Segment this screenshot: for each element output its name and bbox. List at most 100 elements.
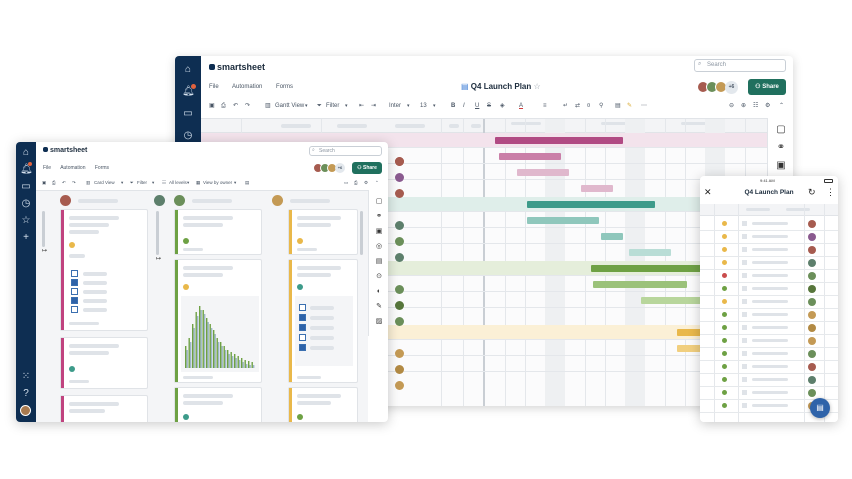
more-icon[interactable]: ⋯ — [641, 103, 647, 109]
summary-icon[interactable]: ◐ — [376, 288, 382, 295]
more-icon[interactable]: ⋮ — [826, 187, 835, 197]
extra-collaborators-badge[interactable]: +6 — [335, 163, 345, 173]
gantt-bar[interactable] — [677, 345, 701, 352]
strikethrough-icon[interactable]: S — [487, 103, 492, 109]
print-icon[interactable]: ⎙ — [52, 180, 56, 185]
gantt-bar[interactable] — [629, 249, 671, 256]
attachment-icon[interactable]: ▤ — [375, 258, 383, 265]
text-color-icon[interactable]: A — [519, 103, 524, 109]
bell-icon[interactable]: 🔔︎ — [20, 164, 33, 175]
plus-icon[interactable]: + — [23, 232, 29, 243]
row-checkbox[interactable] — [742, 234, 747, 239]
zoom-in-icon[interactable]: ⊕ — [741, 103, 747, 109]
link-icon[interactable]: ⚭ — [776, 142, 786, 153]
settings-icon[interactable]: ⚙ — [364, 180, 369, 185]
viewby-selector[interactable]: View by owner — [203, 180, 233, 185]
phone-list-row[interactable] — [700, 296, 838, 309]
checkbox[interactable] — [71, 279, 78, 286]
phone-list-row[interactable] — [700, 218, 838, 231]
row-checkbox[interactable] — [742, 403, 747, 408]
refresh-icon[interactable]: ↻ — [808, 187, 816, 197]
image-icon[interactable]: ▨ — [375, 318, 383, 325]
checkbox[interactable] — [299, 314, 306, 321]
filter-button[interactable]: Filter — [137, 180, 147, 185]
row-checkbox[interactable] — [742, 312, 747, 317]
board-card[interactable] — [288, 209, 358, 255]
gantt-bar[interactable] — [581, 185, 613, 192]
row-checkbox[interactable] — [742, 364, 747, 369]
star-icon[interactable]: ☆ — [21, 215, 31, 226]
comment-icon[interactable]: ▢ — [776, 124, 786, 135]
checkbox[interactable] — [299, 324, 306, 331]
checkbox[interactable] — [71, 306, 78, 313]
board-card[interactable] — [60, 209, 148, 331]
row-checkbox[interactable] — [742, 351, 747, 356]
currency-icon[interactable]: ¤ — [587, 103, 591, 109]
board-search-input[interactable]: ⌕ Search — [309, 146, 382, 156]
redo-icon[interactable]: ↷ — [245, 103, 251, 109]
phone-list-row[interactable] — [700, 309, 838, 322]
menu-file[interactable]: File — [43, 165, 52, 171]
phone-list-row[interactable] — [700, 361, 838, 374]
phone-list-row[interactable] — [700, 348, 838, 361]
gantt-bar[interactable] — [591, 265, 767, 272]
undo-icon[interactable]: ↶ — [233, 103, 239, 109]
outdent-icon[interactable]: ⇤ — [359, 103, 365, 109]
row-checkbox[interactable] — [742, 273, 747, 278]
checkbox[interactable] — [71, 270, 78, 277]
board-card[interactable] — [174, 209, 262, 255]
board-card[interactable] — [288, 387, 358, 422]
proof-icon[interactable]: ◎ — [375, 243, 383, 250]
underline-icon[interactable]: U — [475, 103, 480, 109]
checkbox[interactable] — [71, 288, 78, 295]
gantt-bar[interactable] — [641, 297, 727, 304]
phone-list-row[interactable] — [700, 322, 838, 335]
lane-scrollbar[interactable] — [360, 211, 363, 255]
outline-icon[interactable]: ☷ — [753, 103, 759, 109]
row-checkbox[interactable] — [742, 390, 747, 395]
checkbox[interactable] — [299, 304, 306, 311]
view-selector[interactable]: Gantt View — [275, 103, 305, 109]
row-checkbox[interactable] — [742, 286, 747, 291]
clock-icon[interactable]: ◷ — [183, 130, 193, 141]
clock-icon[interactable]: ◷ — [21, 198, 31, 209]
font-selector[interactable]: Inter — [389, 103, 402, 109]
menu-file[interactable]: File — [209, 84, 219, 90]
gantt-bar[interactable] — [495, 137, 623, 144]
board-card[interactable] — [174, 387, 262, 422]
extra-collaborators-badge[interactable]: +6 — [725, 81, 738, 94]
gantt-bar[interactable] — [593, 281, 687, 288]
menu-forms[interactable]: Forms — [94, 165, 110, 171]
card-icon[interactable]: ▤ — [245, 180, 250, 185]
home-icon[interactable]: ⌂ — [22, 147, 30, 158]
settings-icon[interactable]: ⚙ — [765, 103, 771, 109]
font-size-selector[interactable]: 13 — [420, 103, 427, 109]
phone-list-row[interactable] — [700, 335, 838, 348]
board-card[interactable] — [60, 337, 148, 389]
menu-forms[interactable]: Forms — [276, 84, 294, 90]
row-checkbox[interactable] — [742, 247, 747, 252]
card-icon[interactable]: ▤ — [615, 103, 621, 109]
board-card[interactable] — [288, 259, 358, 383]
view-selector[interactable]: Card View — [94, 180, 115, 185]
folder-icon[interactable]: ▭ — [183, 108, 193, 119]
board-card[interactable] — [174, 259, 262, 383]
row-checkbox[interactable] — [742, 221, 747, 226]
phone-list-row[interactable] — [700, 244, 838, 257]
undo-icon[interactable]: ↶ — [62, 180, 66, 185]
paint-format-icon[interactable]: ⚲ — [599, 103, 604, 109]
phone-list-row[interactable] — [700, 387, 838, 400]
italic-icon[interactable]: I — [463, 103, 465, 109]
collapse-icon[interactable]: ↦ — [156, 256, 162, 262]
fill-color-icon[interactable]: ◈ — [500, 103, 505, 109]
list-icon[interactable]: ▭ — [344, 180, 349, 185]
board-share-button[interactable]: ⚇ Share — [352, 162, 382, 174]
row-checkbox[interactable] — [742, 377, 747, 382]
gantt-bar[interactable] — [527, 201, 655, 208]
collapse-icon[interactable]: ↦ — [42, 248, 48, 254]
phone-list-row[interactable] — [700, 374, 838, 387]
help-icon[interactable]: ? — [23, 388, 29, 399]
align-icon[interactable]: ≡ — [543, 103, 547, 109]
format-icon[interactable]: ⇄ — [575, 103, 581, 109]
bell-icon[interactable]: 🔔︎ — [182, 86, 195, 97]
